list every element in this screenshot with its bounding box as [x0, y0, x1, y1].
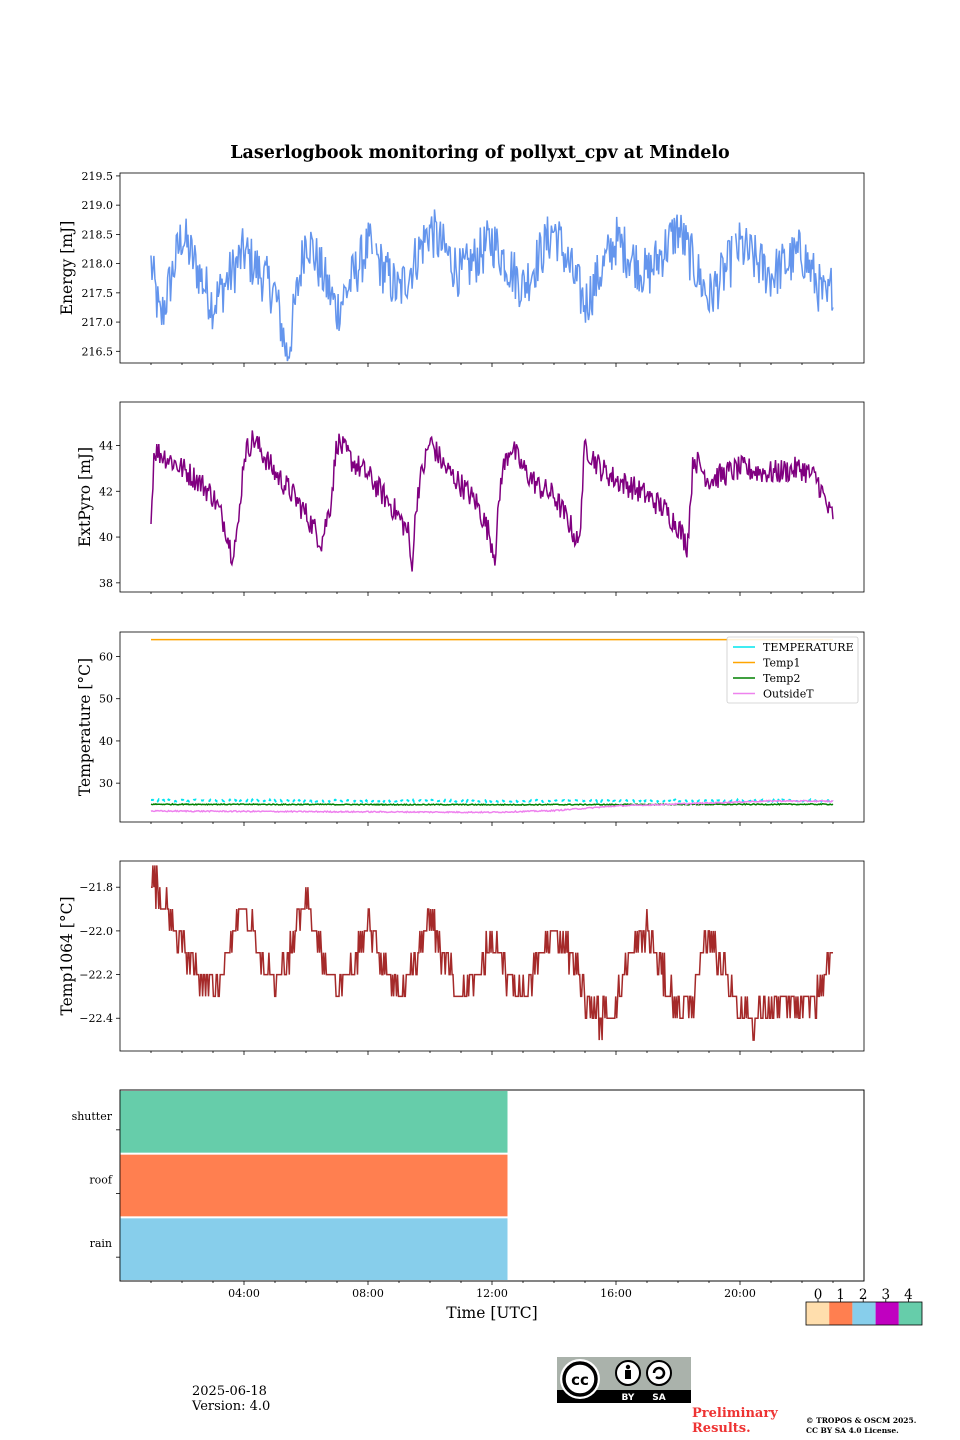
panel-1: 216.5 217.0 217.5 218.0 218.5 219.0 219.5 Energ… — [58, 170, 865, 367]
y-tick-label: 218.5 — [82, 228, 114, 241]
preliminary-results-label: Preliminary Results. — [692, 1406, 778, 1436]
svg-text:SA: SA — [652, 1393, 665, 1403]
y-tick-label: 219.5 — [82, 170, 114, 183]
y-tick-label: 40 — [99, 531, 113, 544]
status-bar-roof — [120, 1154, 508, 1217]
colorbar-cell — [875, 1302, 899, 1325]
panel-2: 38 40 42 44 ExtPyro [mJ] — [76, 401, 865, 596]
cc-by-sa-icon: cc BY SA — [557, 1357, 691, 1403]
y-tick-label: 219.0 — [82, 199, 114, 212]
category-label: roof — [89, 1174, 113, 1187]
legend: TEMPERATURE Temp1 Temp2 OutsideT — [726, 636, 859, 704]
y-tick-label: 217.0 — [82, 316, 114, 329]
svg-text:BY: BY — [622, 1393, 635, 1403]
copyright-line-1: © TROPOS & OSCM 2025. — [806, 1416, 917, 1425]
series-line-trace — [151, 865, 833, 1041]
status-bar-shutter — [120, 1091, 508, 1153]
version-label: Version: 4.0 — [192, 1399, 271, 1414]
plot-frame — [119, 860, 865, 1052]
series-line-temp2 — [150, 802, 834, 807]
y-tick-label: 50 — [99, 693, 113, 706]
colorbar-cell — [852, 1302, 876, 1325]
series-line-trace — [150, 209, 834, 362]
date-version-block: 2025-06-18 Version: 4.0 — [192, 1384, 270, 1414]
x-tick-label: 16:00 — [600, 1287, 632, 1300]
colorbar-cell — [898, 1302, 922, 1325]
y-axis-label: Temperature [°C] — [76, 658, 94, 796]
legend-box — [726, 636, 859, 704]
legend-label: TEMPERATURE — [763, 641, 854, 654]
y-tick-label: −22.2 — [79, 969, 113, 982]
y-tick-label: 218.0 — [82, 258, 114, 271]
legend-label: Temp2 — [763, 672, 800, 685]
category-label: rain — [90, 1237, 112, 1250]
legend-label: OutsideT — [763, 688, 814, 701]
svg-text:cc: cc — [571, 1371, 589, 1389]
y-tick-label: 60 — [99, 650, 113, 663]
x-tick-label: 04:00 — [228, 1287, 260, 1300]
y-tick-label: 216.5 — [82, 345, 114, 358]
y-tick-label: −21.8 — [79, 881, 113, 894]
colorbar-label: 2 — [859, 1287, 868, 1303]
y-tick-label: 42 — [99, 485, 113, 498]
plot-frame — [119, 401, 865, 593]
series-line-outsidet — [150, 799, 834, 814]
x-tick-label: 12:00 — [476, 1287, 508, 1300]
y-tick-label: −22.0 — [79, 925, 113, 938]
y-tick-label: 217.5 — [82, 287, 114, 300]
y-axis-label: Temp1064 [°C] — [58, 896, 76, 1015]
series-line-temperature — [150, 797, 834, 804]
series-line-trace — [150, 430, 834, 572]
y-axis-label: ExtPyro [mJ] — [76, 447, 94, 547]
copyright-line-2: CC BY SA 4.0 License. — [806, 1426, 899, 1435]
x-tick-label: 20:00 — [724, 1287, 756, 1300]
y-tick-label: −22.4 — [79, 1012, 113, 1025]
date-label: 2025-06-18 — [192, 1384, 267, 1399]
colorbar-label: 0 — [814, 1287, 823, 1303]
colorbar-label: 3 — [882, 1287, 891, 1303]
y-tick-label: 30 — [99, 777, 113, 790]
chart-title: Laserlogbook monitoring of pollyxt_cpv a… — [230, 143, 729, 163]
copyright-notice: © TROPOS & OSCM 2025. CC BY SA 4.0 Licen… — [806, 1416, 956, 1436]
status-bar-rain — [120, 1218, 508, 1280]
colorbar-frame — [805, 1301, 923, 1326]
y-axis-label: Energy [mJ] — [58, 221, 76, 316]
category-label: shutter — [72, 1110, 113, 1123]
x-tick-label: 08:00 — [352, 1287, 384, 1300]
colorbar-label: 4 — [904, 1287, 913, 1303]
y-tick-label: 38 — [99, 577, 113, 590]
colorbar-cell — [806, 1302, 830, 1325]
plot-frame-outline — [119, 1089, 865, 1282]
x-axis-label: Time [UTC] — [446, 1304, 537, 1322]
panel-5: shutter roof rain 04:00 08:00 12:00 16:00 20:00… — [72, 1089, 865, 1322]
colorbar-cell — [829, 1302, 853, 1325]
colorbar-label: 1 — [836, 1287, 845, 1303]
y-tick-label: 44 — [99, 439, 113, 452]
legend-label: Temp1 — [763, 657, 800, 670]
panel-3: 30 40 50 60 Temperature [°C] TEMPERATURE Temp1… — [76, 631, 865, 826]
y-tick-label: 40 — [99, 735, 113, 748]
